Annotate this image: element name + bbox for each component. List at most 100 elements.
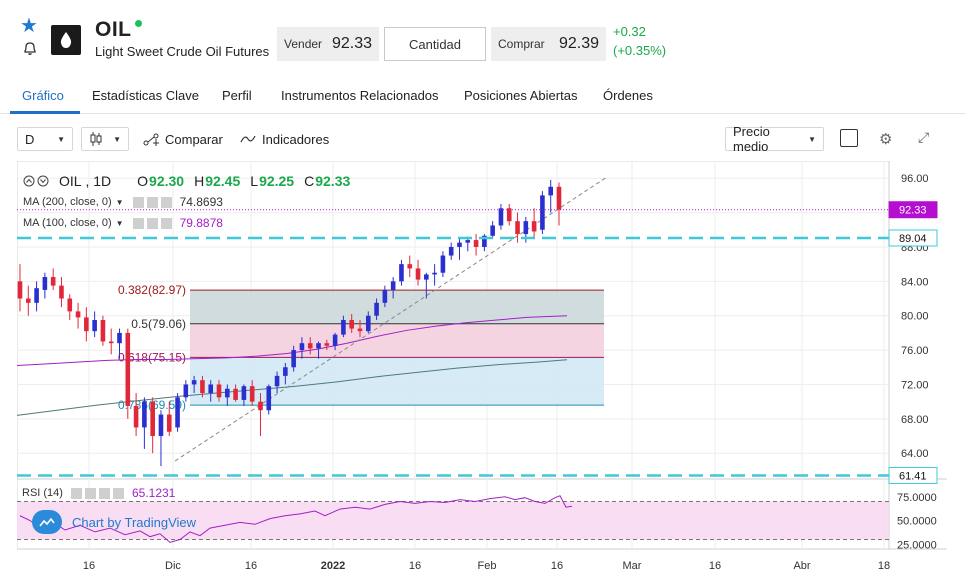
sell-label: Vender (284, 37, 323, 51)
candle-body (465, 240, 471, 243)
candle-body (59, 285, 64, 299)
candle-body (341, 320, 346, 335)
candle-body (299, 343, 305, 351)
legend-low: 92.25 (259, 173, 295, 189)
price-mode-select[interactable]: Precio medio ▼ (725, 124, 824, 154)
candle-body (531, 221, 537, 232)
time-tick-label: Abr (793, 560, 810, 572)
tab-posiciones-abiertas[interactable]: Posiciones Abiertas (464, 88, 578, 103)
chevron-down-icon: ▼ (113, 134, 121, 144)
gear-icon[interactable]: ⚙ (879, 131, 893, 148)
snapshot-checkbox[interactable] (840, 129, 858, 147)
bell-icon[interactable] (22, 40, 38, 56)
compare-button[interactable]: Comparar (165, 132, 223, 147)
rsi-label: RSI (14) (22, 487, 63, 499)
buy-price: 92.39 (558, 35, 599, 52)
settings-icon[interactable] (146, 217, 158, 229)
candle-body (399, 264, 404, 282)
candle-body (25, 298, 31, 303)
candle-body (382, 289, 388, 303)
legend-close: 92.33 (315, 173, 351, 189)
legend-low-label: L (250, 173, 259, 189)
legend-high-label: H (194, 173, 205, 189)
rsi-value: 65.1231 (131, 486, 176, 500)
price-tick-label: 64.00 (901, 448, 929, 460)
indicators-icon[interactable] (240, 134, 256, 144)
candle-body (258, 401, 263, 411)
price-mode-value: Precio medio (733, 124, 770, 154)
tab-estadisticas-clave[interactable]: Estadísticas Clave (92, 88, 199, 103)
price-marker-badge (888, 466, 938, 484)
time-tick-label: Mar (623, 560, 642, 572)
candle-body (424, 274, 429, 280)
time-tick-label: Feb (478, 560, 497, 572)
ma100-legend: MA (100, close, 0) ▼ 79.8878 (23, 216, 223, 230)
tab-bar: Gráfico Estadísticas Clave Perfil Instru… (0, 78, 965, 114)
fibonacci-label: 0.5(79.06) (131, 317, 186, 331)
eye-icon[interactable] (70, 487, 82, 499)
close-icon[interactable] (160, 217, 172, 229)
candle-body (92, 320, 97, 332)
compare-icon[interactable] (143, 132, 160, 147)
candle-body (556, 186, 562, 210)
candle-body (225, 388, 230, 398)
chevron-down-icon[interactable]: ▼ (115, 197, 124, 207)
candle-body (17, 281, 23, 299)
chart-type-select[interactable]: ▼ (81, 127, 129, 151)
time-tick-label: Dic (165, 560, 181, 572)
eye-icon[interactable] (132, 217, 144, 229)
fibonacci-zone (190, 290, 604, 324)
indicators-button[interactable]: Indicadores (262, 132, 330, 147)
chevron-down-icon[interactable]: ▼ (115, 218, 124, 228)
settings-icon[interactable] (146, 196, 158, 208)
price-marker-badge (888, 229, 938, 247)
tab-grafico[interactable]: Gráfico (22, 88, 64, 103)
fibonacci-label: 0.382(82.97) (118, 283, 186, 297)
rsi-tick-label: 75.0000 (897, 492, 937, 504)
star-icon[interactable]: ★ (20, 15, 38, 37)
fullscreen-icon[interactable]: ⤢ (918, 129, 930, 145)
candle-body (183, 384, 189, 398)
settings-icon[interactable] (84, 487, 96, 499)
sell-button[interactable]: Vender 92.33 (277, 27, 379, 61)
collapse-icon[interactable] (23, 174, 53, 188)
candle-body (216, 384, 222, 398)
candle-body (498, 208, 504, 226)
ma200-value: 74.8693 (179, 195, 223, 209)
symbol-title: OIL (95, 18, 132, 41)
tab-instrumentos-relacionados[interactable]: Instrumentos Relacionados (281, 88, 439, 103)
ma200-legend: MA (200, close, 0) ▼ 74.8693 (23, 195, 223, 209)
rsi-band (17, 501, 889, 540)
candle-body (175, 397, 180, 428)
quantity-input[interactable]: Cantidad (384, 27, 486, 61)
legend-open-label: O (137, 173, 149, 189)
candle-body (233, 388, 238, 400)
instrument-header: ★ OIL Light Sweet Crude Oil Futures Vend… (0, 0, 965, 78)
eye-icon[interactable] (132, 196, 144, 208)
buy-button[interactable]: Comprar 92.39 (491, 27, 606, 61)
close-icon[interactable] (160, 196, 172, 208)
candle-body (448, 246, 454, 256)
gear-icon[interactable] (98, 487, 110, 499)
candle-body (75, 311, 81, 318)
candle-body (432, 272, 437, 275)
tab-perfil[interactable]: Perfil (222, 88, 252, 103)
candle-body (150, 401, 155, 437)
fibonacci-zone (190, 357, 604, 406)
legend-separator: , (81, 173, 94, 189)
candle-body (108, 341, 114, 344)
tradingview-watermark[interactable]: Chart by TradingView (32, 510, 196, 534)
candle-body (200, 380, 205, 394)
interval-select[interactable]: D ▼ (17, 127, 73, 151)
candle-body (332, 334, 338, 346)
price-tick-label: 96.00 (901, 173, 929, 185)
time-tick-label: 16 (709, 560, 721, 572)
fibonacci-label: 0.618(75.15) (118, 350, 186, 364)
close-icon[interactable] (112, 487, 124, 499)
candle-body (34, 288, 39, 303)
candle-body (415, 268, 421, 280)
tab-ordenes[interactable]: Órdenes (603, 88, 653, 103)
chevron-down-icon: ▼ (57, 134, 65, 144)
legend-high: 92.45 (205, 173, 241, 189)
legend-open: 92.30 (149, 173, 185, 189)
